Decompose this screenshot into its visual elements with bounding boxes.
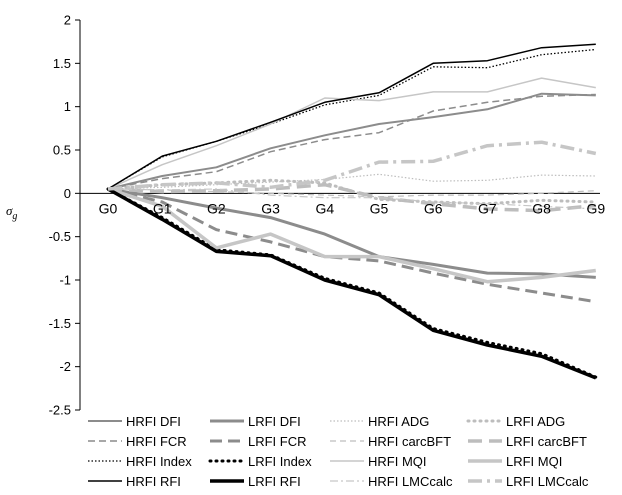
series-line-hrfi-lmccalc [107,188,596,210]
legend-item: HRFI Index [88,454,192,469]
legend-item: HRFI LMCcalc [330,474,453,489]
legend-label: HRFI carcBFT [368,434,451,449]
legend-label: HRFI LMCcalc [368,474,453,489]
legend-label: HRFI DFI [126,414,181,429]
legend-label: LRFI LMCcalc [506,474,589,489]
legend-item: LRFI LMCcalc [468,474,589,489]
series-layer [106,43,598,380]
x-category-label: G3 [261,200,280,216]
legend-item: LRFI carcBFT [468,434,587,449]
legend-label: LRFI DFI [248,414,301,429]
series-line-lrfi-rfi [107,187,597,380]
legend-item: HRFI DFI [88,414,181,429]
legend-item: HRFI MQI [330,454,427,469]
x-category-label: G2 [207,200,226,216]
legend-label: HRFI RFI [126,474,181,489]
legend-label: HRFI FCR [126,434,187,449]
legend-item: HRFI ADG [330,414,429,429]
legend-item: LRFI DFI [210,414,301,429]
legend-label: HRFI MQI [368,454,427,469]
x-category-label: G9 [586,200,605,216]
ticks-layer: 2 1.5 1 0.5 0 -0.5 -1 -1.5 -2 -2.5 [49,13,80,418]
x-category-label: G5 [370,200,389,216]
x-category-labels: G0 G1 G2 G3 G4 G5 G6 G7 G8 G9 [99,200,606,216]
y-tick-label: -1 [59,273,71,288]
series-line-lrfi-fcr [107,187,597,304]
series-line-hrfi-fcr [107,93,596,190]
series-line-hrfi-dfi [107,92,596,190]
y-tick-label: -0.5 [49,229,71,244]
y-tick-label: 0.5 [53,143,71,158]
y-tick-label: -1.5 [49,316,71,331]
y-tick-label: 0 [64,186,71,201]
y-axis-label: σg [6,203,17,222]
legend-item: LRFI MQI [468,454,562,469]
legend-item: HRFI carcBFT [330,434,451,449]
legend-label: HRFI Index [126,454,192,469]
series-line-lrfi-carcbft [107,182,596,213]
axes [79,20,600,410]
legend-label: LRFI ADG [506,414,565,429]
x-category-label: G6 [424,200,443,216]
x-category-label: G4 [315,200,334,216]
legend-label: LRFI Index [248,454,312,469]
legend-item: LRFI RFI [210,474,301,489]
series-line-hrfi-adg [107,173,596,190]
series-line-lrfi-mqi [107,187,597,284]
series-line-hrfi-carcbft [107,188,596,198]
x-category-label: G1 [153,200,172,216]
legend-item: LRFI FCR [210,434,307,449]
series-line-hrfi-index [107,48,596,190]
y-tick-label: -2.5 [49,403,71,418]
legend-label: LRFI MQI [506,454,562,469]
legend-label: LRFI carcBFT [506,434,587,449]
legend-item: LRFI Index [208,454,312,469]
y-tick-label: 1 [64,99,71,114]
series-line-hrfi-rfi [107,43,596,190]
y-tick-label: -2 [59,359,71,374]
legend-item: HRFI FCR [88,434,187,449]
legend-label: LRFI FCR [248,434,307,449]
x-category-label: G7 [478,200,497,216]
legend-item: HRFI RFI [88,474,181,489]
series-line-lrfi-index [106,187,598,379]
series-line-hrfi-mqi [107,77,596,190]
y-tick-label: 1.5 [53,56,71,71]
x-category-label: G8 [532,200,551,216]
y-tick-label: 2 [64,13,71,28]
series-line-lrfi-dfi [107,187,596,279]
x-category-label: G0 [99,200,118,216]
legend-label: LRFI RFI [248,474,301,489]
legend-item: LRFI ADG [466,414,565,429]
series-line-lrfi-lmccalc [107,140,597,191]
legend-label: HRFI ADG [368,414,429,429]
legend: HRFI DFI LRFI DFI HRFI ADG LRFI ADG HRFI FCR… [88,414,589,489]
